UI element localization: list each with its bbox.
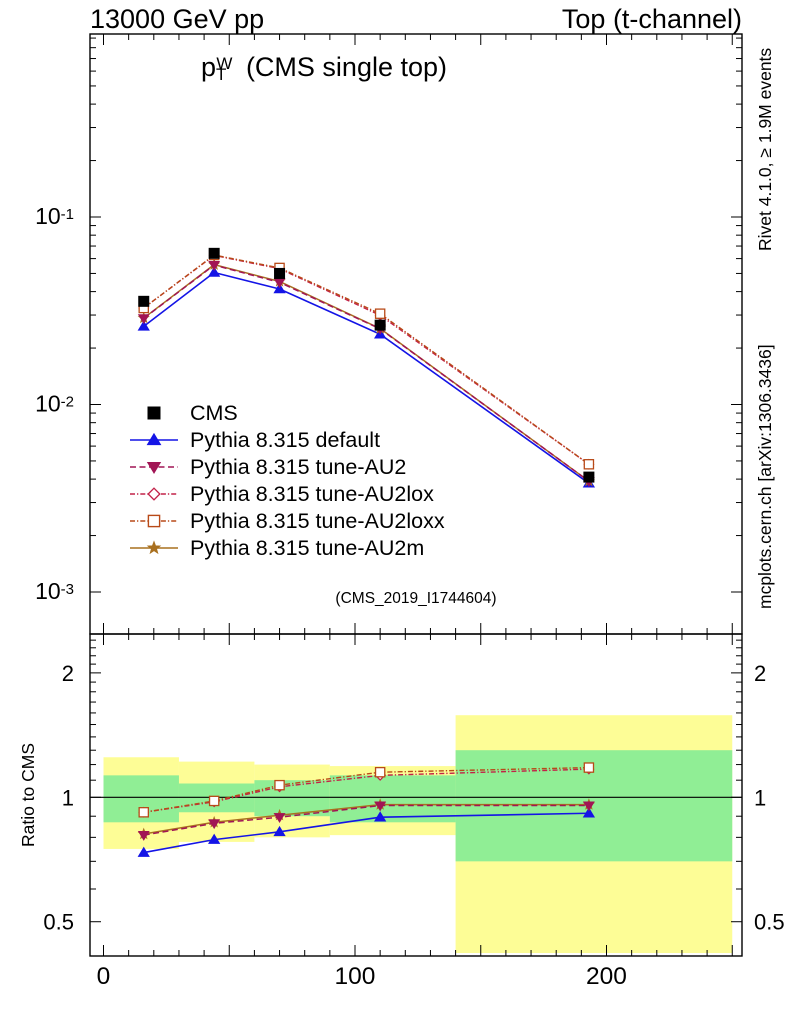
svg-text:1: 1 [62, 785, 74, 810]
svg-text:Pythia 8.315 tune-AU2m: Pythia 8.315 tune-AU2m [190, 536, 424, 560]
svg-text:0.5: 0.5 [754, 910, 785, 935]
svg-text:Pythia 8.315 default: Pythia 8.315 default [190, 428, 380, 452]
svg-text:Pythia 8.315 tune-AU2loxx: Pythia 8.315 tune-AU2loxx [190, 509, 445, 533]
svg-text:100: 100 [335, 963, 376, 990]
svg-text:CMS: CMS [190, 401, 238, 425]
svg-text:0.5: 0.5 [43, 910, 74, 935]
svg-text:Top (t-channel): Top (t-channel) [562, 4, 742, 34]
svg-text:(CMS_2019_I1744604): (CMS_2019_I1744604) [335, 590, 496, 607]
svg-text:Pythia 8.315 tune-AU2: Pythia 8.315 tune-AU2 [190, 455, 406, 479]
svg-text:2: 2 [754, 661, 766, 686]
svg-text:13000 GeV pp: 13000 GeV pp [90, 4, 264, 34]
svg-text:200: 200 [586, 963, 627, 990]
svg-text:0: 0 [97, 963, 111, 990]
svg-text:Pythia 8.315 tune-AU2lox: Pythia 8.315 tune-AU2lox [190, 482, 434, 506]
svg-text:Rivet 4.1.0, ≥ 1.9M events: Rivet 4.1.0, ≥ 1.9M events [755, 48, 775, 251]
svg-text:1: 1 [754, 785, 766, 810]
svg-text:mcplots.cern.ch [arXiv:1306.34: mcplots.cern.ch [arXiv:1306.3436] [755, 344, 775, 609]
svg-text:Ratio to CMS: Ratio to CMS [18, 743, 38, 847]
svg-text:2: 2 [62, 661, 74, 686]
svg-text:pTW (CMS single top): pTW (CMS single top) [201, 52, 447, 84]
